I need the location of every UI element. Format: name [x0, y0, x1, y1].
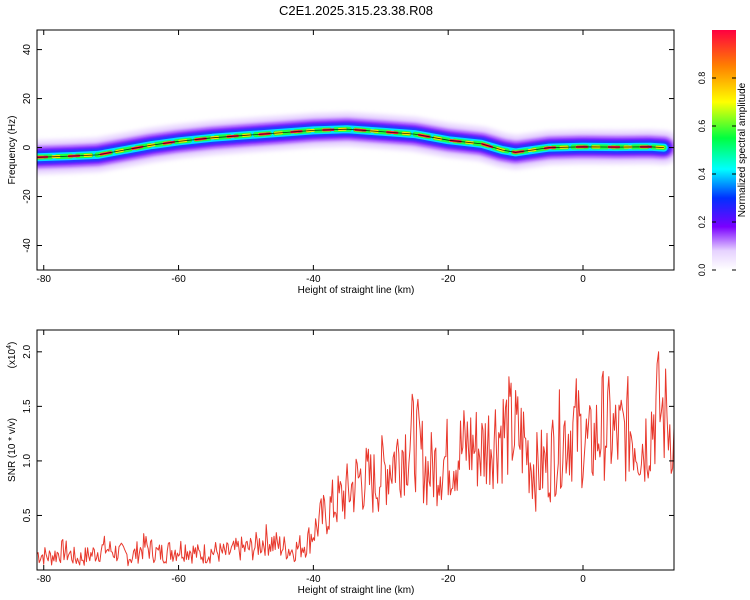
x-tick-label: 0	[580, 274, 586, 285]
x-tick-label: -60	[171, 274, 186, 285]
y-tick-label: 0	[22, 144, 33, 150]
spectrogram-plot-frame	[36, 29, 675, 271]
snr-multiplier: (x104)	[6, 342, 18, 369]
x-tick-label: 0	[580, 574, 586, 585]
colorbar-gradient	[712, 30, 736, 270]
spectrogram-y-label: Frequency (Hz)	[7, 116, 18, 185]
snr-series-line	[37, 351, 674, 567]
colorbar-tick-label: 0.2	[697, 216, 707, 229]
colorbar-tick-label: 0.4	[697, 168, 707, 181]
x-tick-label: -80	[37, 274, 52, 285]
colorbar-tick-label: 0.0	[697, 264, 707, 277]
snr-plot-frame	[36, 329, 675, 571]
colorbar-label: Normalized spectral amplitude	[737, 82, 748, 217]
spectrogram-heatmap	[37, 112, 674, 175]
snr-x-label: Height of straight line (km)	[298, 585, 415, 596]
figure-title: C2E1.2025.315.23.38.R08	[279, 3, 433, 18]
svg-text:(x104): (x104)	[6, 342, 18, 369]
snr-y-label: SNR (10 * v/v)	[7, 418, 18, 482]
y-tick-label: -20	[22, 189, 33, 204]
y-tick-label: 40	[22, 44, 33, 56]
snr-panel: -80 -60 -40 -20 0 0.5 1.0 1.5 2.0 Height of str…	[6, 329, 675, 596]
snr-multiplier-close: )	[7, 342, 18, 345]
spectrogram-y-axis: -40 -20 0 20 40	[22, 44, 674, 253]
snr-y-axis: 0.5 1.0 1.5 2.0	[22, 344, 674, 522]
x-tick-label: -80	[37, 574, 52, 585]
x-tick-label: -40	[306, 574, 321, 585]
x-tick-label: -20	[441, 274, 456, 285]
colorbar-tick-label: 0.8	[697, 72, 707, 85]
spectrogram-x-axis: -80 -60 -40 -20 0	[37, 30, 586, 285]
y-tick-label: 1.5	[22, 399, 33, 413]
heatmap-ridge-line	[37, 128, 664, 158]
colorbar: 0.0 0.2 0.4 0.6 0.8 Normalized spectral ampl…	[697, 30, 748, 276]
colorbar-tick-label: 0.6	[697, 120, 707, 133]
x-tick-label: -40	[306, 274, 321, 285]
x-tick-label: -20	[441, 574, 456, 585]
y-tick-label: 1.0	[22, 454, 33, 468]
y-tick-label: -40	[22, 238, 33, 253]
snr-multiplier-base: (x10	[7, 348, 18, 368]
spectrogram-x-label: Height of straight line (km)	[298, 285, 415, 296]
y-tick-label: 0.5	[22, 508, 33, 522]
spectrogram-panel: -80 -60 -40 -20 0 -40 -20 0 20 40 Height of stra…	[7, 29, 675, 296]
y-tick-label: 20	[22, 93, 33, 105]
y-tick-label: 2.0	[22, 344, 33, 358]
colorbar-axis: 0.0 0.2 0.4 0.6 0.8	[697, 72, 736, 277]
snr-multiplier-exponent: 4	[6, 345, 13, 349]
x-tick-label: -60	[171, 574, 186, 585]
snr-x-axis: -80 -60 -40 -20 0	[37, 330, 586, 585]
